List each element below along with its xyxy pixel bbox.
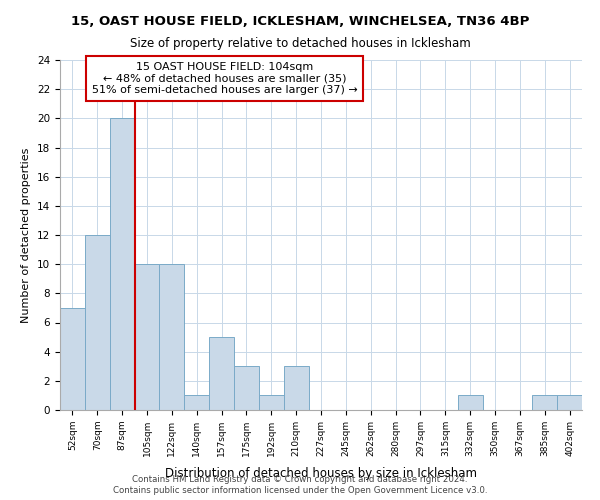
Bar <box>284 366 308 410</box>
Bar <box>234 366 259 410</box>
X-axis label: Distribution of detached houses by size in Icklesham: Distribution of detached houses by size … <box>165 467 477 480</box>
Bar <box>160 264 184 410</box>
Bar <box>60 308 85 410</box>
Text: Contains HM Land Registry data © Crown copyright and database right 2024.: Contains HM Land Registry data © Crown c… <box>132 475 468 484</box>
Bar <box>458 396 482 410</box>
Text: 15, OAST HOUSE FIELD, ICKLESHAM, WINCHELSEA, TN36 4BP: 15, OAST HOUSE FIELD, ICKLESHAM, WINCHEL… <box>71 15 529 28</box>
Bar <box>184 396 209 410</box>
Bar <box>85 235 110 410</box>
Text: Contains public sector information licensed under the Open Government Licence v3: Contains public sector information licen… <box>113 486 487 495</box>
Bar <box>532 396 557 410</box>
Y-axis label: Number of detached properties: Number of detached properties <box>22 148 31 322</box>
Text: 15 OAST HOUSE FIELD: 104sqm
← 48% of detached houses are smaller (35)
51% of sem: 15 OAST HOUSE FIELD: 104sqm ← 48% of det… <box>92 62 358 95</box>
Bar <box>110 118 134 410</box>
Text: Size of property relative to detached houses in Icklesham: Size of property relative to detached ho… <box>130 38 470 51</box>
Bar <box>557 396 582 410</box>
Bar <box>259 396 284 410</box>
Bar <box>134 264 160 410</box>
Bar <box>209 337 234 410</box>
